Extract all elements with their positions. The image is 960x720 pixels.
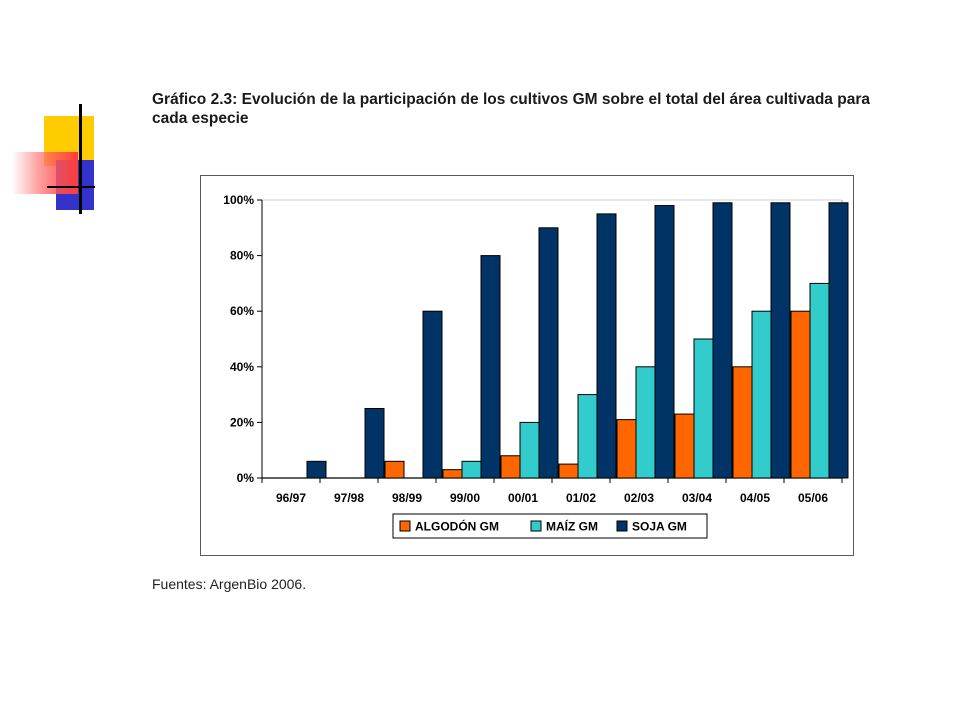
x-tick-label: 98/99 bbox=[392, 491, 422, 505]
legend-label: ALGODÓN GM bbox=[415, 519, 499, 534]
bar bbox=[712, 202, 733, 479]
bar bbox=[732, 366, 753, 479]
legend-label: MAÍZ GM bbox=[546, 519, 598, 534]
bar bbox=[693, 338, 714, 479]
x-tick-label: 96/97 bbox=[276, 491, 306, 505]
x-tick-label: 03/04 bbox=[682, 491, 712, 505]
bar bbox=[480, 255, 501, 479]
bar-chart: 0% 20% 40% 60% 80% 100% 96/97 97/98 98/99 99/00 00… bbox=[223, 193, 849, 539]
source-note: Fuentes: ArgenBio 2006. bbox=[152, 576, 307, 592]
bar bbox=[364, 408, 385, 479]
bar bbox=[828, 202, 849, 479]
bar bbox=[790, 310, 811, 479]
x-tick-label: 00/01 bbox=[508, 491, 538, 505]
bar bbox=[654, 205, 675, 479]
y-tick-label: 100% bbox=[223, 193, 254, 207]
legend-box bbox=[392, 513, 708, 539]
bar bbox=[558, 463, 579, 479]
x-tick-label: 97/98 bbox=[334, 491, 364, 505]
bar bbox=[596, 213, 617, 479]
bar bbox=[519, 421, 540, 479]
decorative-vertical-line bbox=[79, 104, 82, 214]
bar bbox=[577, 394, 598, 479]
bar bbox=[770, 202, 791, 479]
bar bbox=[306, 460, 327, 479]
x-tick-label: 05/06 bbox=[798, 491, 828, 505]
decorative-horizontal-line bbox=[47, 186, 95, 188]
legend-swatch bbox=[530, 520, 542, 532]
x-tick-label: 99/00 bbox=[450, 491, 480, 505]
x-tick-label: 01/02 bbox=[566, 491, 596, 505]
bar bbox=[422, 310, 443, 479]
legend-swatch bbox=[399, 520, 411, 532]
x-tick-label: 02/03 bbox=[624, 491, 654, 505]
y-tick-label: 80% bbox=[230, 249, 254, 263]
bar bbox=[751, 310, 772, 479]
bar bbox=[809, 282, 830, 479]
legend-swatch bbox=[616, 520, 628, 532]
y-tick-label: 20% bbox=[230, 415, 254, 429]
legend-label: SOJA GM bbox=[632, 520, 687, 534]
bar bbox=[461, 460, 482, 479]
bar bbox=[384, 460, 405, 479]
y-tick-label: 40% bbox=[230, 360, 254, 374]
bar bbox=[442, 469, 463, 479]
x-tick-label: 04/05 bbox=[740, 491, 770, 505]
y-tick-label: 60% bbox=[230, 304, 254, 318]
chart-caption: Gráfico 2.3: Evolución de la participaci… bbox=[152, 91, 870, 127]
y-tick-label: 0% bbox=[237, 471, 255, 485]
chart-frame: 0% 20% 40% 60% 80% 100% 96/97 97/98 98/99 99/00 00… bbox=[200, 175, 854, 556]
bar bbox=[635, 366, 656, 479]
bar bbox=[616, 419, 637, 479]
bar bbox=[538, 227, 559, 479]
bar bbox=[500, 455, 521, 479]
bar bbox=[674, 413, 695, 479]
